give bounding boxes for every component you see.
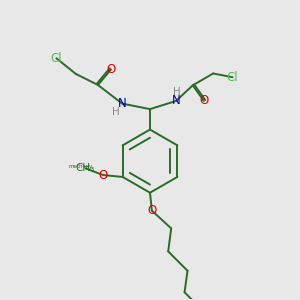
- Text: H: H: [112, 107, 119, 117]
- Text: O: O: [147, 204, 157, 217]
- Text: Cl: Cl: [227, 71, 238, 84]
- Text: O: O: [199, 94, 208, 107]
- Text: CH₃: CH₃: [76, 164, 95, 173]
- Text: O: O: [106, 63, 116, 76]
- Text: O: O: [99, 169, 108, 182]
- Text: Cl: Cl: [51, 52, 62, 65]
- Text: H: H: [173, 87, 181, 97]
- Text: N: N: [118, 97, 127, 110]
- Text: methoxy: methoxy: [69, 164, 93, 169]
- Text: N: N: [172, 94, 180, 107]
